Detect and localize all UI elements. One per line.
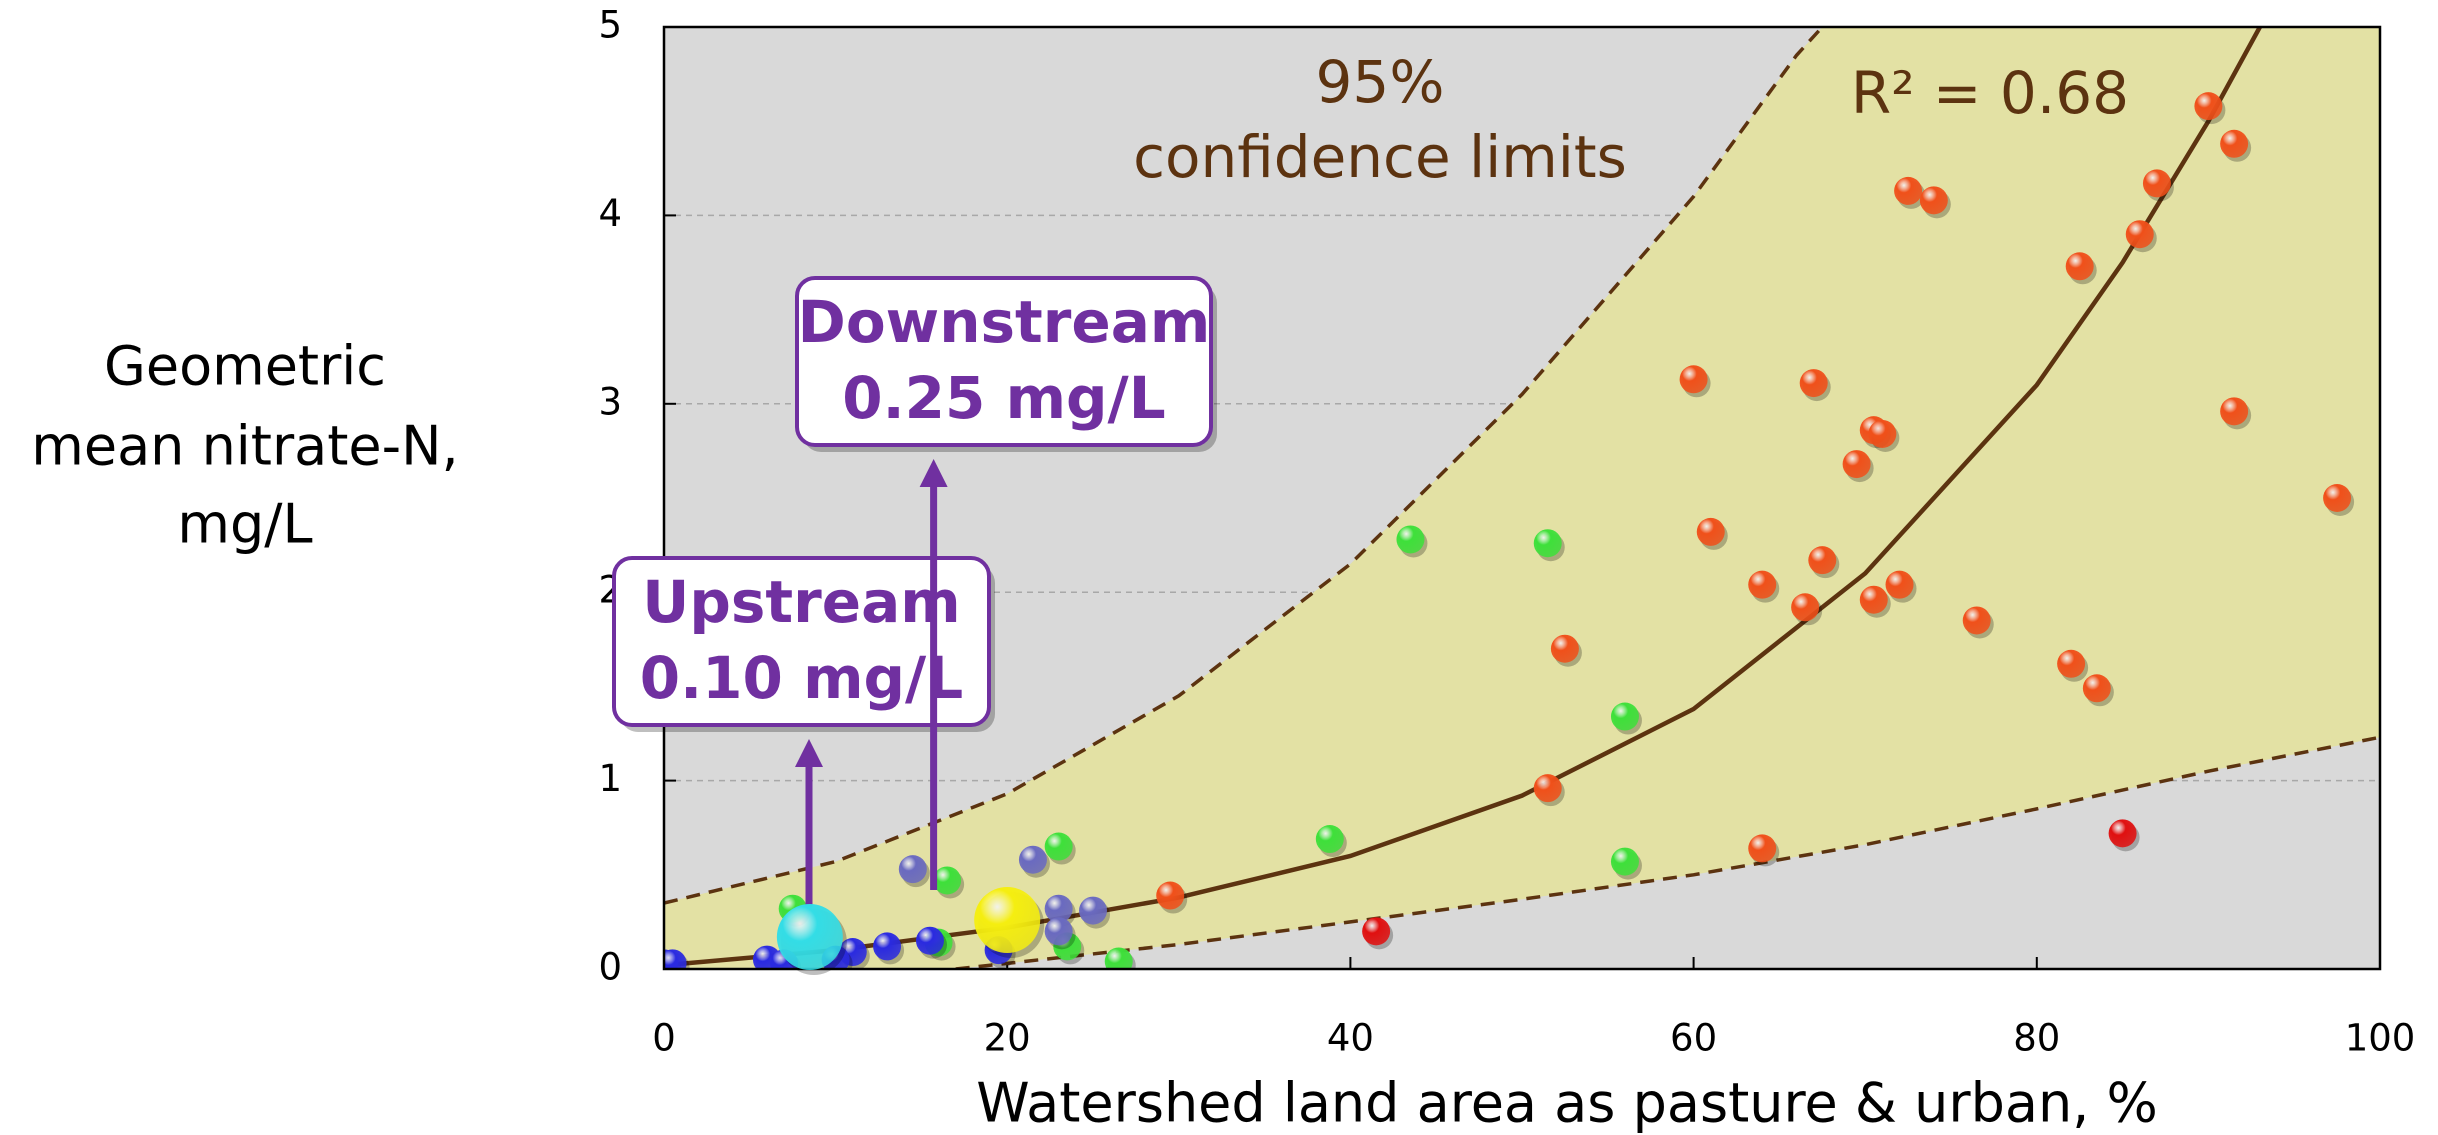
point xyxy=(1362,917,1391,946)
x-tick-label: 40 xyxy=(1327,1017,1374,1060)
point xyxy=(1315,825,1344,854)
y-tick-label: 1 xyxy=(598,757,622,800)
point xyxy=(2220,397,2249,426)
x-tick-label: 100 xyxy=(2345,1017,2416,1060)
point xyxy=(1079,896,1107,925)
point xyxy=(915,926,944,955)
callout-text: 0.25 mg/L xyxy=(842,364,1165,432)
callout-box xyxy=(612,556,991,727)
annotation: R² = 0.68 xyxy=(1851,59,2129,127)
point xyxy=(2125,220,2154,249)
point xyxy=(2194,92,2223,121)
y-axis-label: mean nitrate-N, xyxy=(31,415,458,478)
point xyxy=(873,932,902,961)
point xyxy=(2323,484,2352,512)
upper-confidence-line xyxy=(664,27,1824,905)
point xyxy=(1962,606,1991,635)
y-tick-label: 4 xyxy=(598,192,622,235)
y-axis-label: mg/L xyxy=(177,493,312,556)
point xyxy=(1885,570,1914,599)
point xyxy=(1842,450,1871,479)
y-tick-label: 0 xyxy=(598,946,622,989)
callout-text: Downstream xyxy=(798,288,1211,356)
point xyxy=(1533,774,1562,803)
x-tick-label: 0 xyxy=(652,1017,676,1060)
point xyxy=(1894,176,1923,205)
point xyxy=(2220,129,2249,158)
point xyxy=(1868,419,1897,448)
y-axis-label: Geometric xyxy=(104,335,386,398)
point xyxy=(1044,917,1073,946)
point xyxy=(1610,847,1639,876)
callout-text: 0.10 mg/L xyxy=(640,644,963,712)
point xyxy=(1859,585,1888,614)
point xyxy=(2082,674,2111,703)
point xyxy=(898,855,927,884)
point xyxy=(1550,634,1579,663)
point xyxy=(1696,517,1725,546)
point xyxy=(664,949,687,969)
point xyxy=(2065,252,2094,281)
plot-border xyxy=(662,25,2382,971)
annotation: confidence limits xyxy=(1133,123,1627,191)
lower-confidence-line xyxy=(955,735,2380,969)
point xyxy=(1156,881,1185,910)
y-tick-label: 3 xyxy=(598,380,622,423)
point xyxy=(1791,593,1820,622)
point xyxy=(1396,525,1425,554)
plot-area xyxy=(664,27,2380,969)
highlight-point xyxy=(974,887,1041,954)
point xyxy=(1808,546,1837,575)
point xyxy=(1610,702,1639,731)
point xyxy=(1044,894,1073,923)
callout-box xyxy=(795,276,1213,447)
point xyxy=(1748,834,1777,863)
point xyxy=(933,866,962,895)
point xyxy=(1919,186,1948,215)
x-tick-label: 20 xyxy=(984,1017,1031,1060)
y-tick-label: 5 xyxy=(598,4,622,47)
x-tick-label: 60 xyxy=(1670,1017,1717,1060)
point xyxy=(1044,832,1073,861)
confidence-band xyxy=(664,27,2380,969)
point xyxy=(1533,529,1562,558)
x-axis-label: Watershed land area as pasture & urban, … xyxy=(976,1072,2158,1135)
point xyxy=(1679,365,1708,394)
highlight-point xyxy=(776,903,843,970)
annotation: 95% xyxy=(1316,48,1445,116)
x-tick-label: 80 xyxy=(2013,1017,2060,1060)
point xyxy=(2057,649,2086,678)
point xyxy=(2142,169,2171,198)
point xyxy=(2108,819,2137,848)
point xyxy=(1748,570,1777,599)
point xyxy=(1104,947,1133,969)
point xyxy=(1018,845,1047,874)
point xyxy=(1799,369,1828,398)
callout-text: Upstream xyxy=(642,568,960,636)
